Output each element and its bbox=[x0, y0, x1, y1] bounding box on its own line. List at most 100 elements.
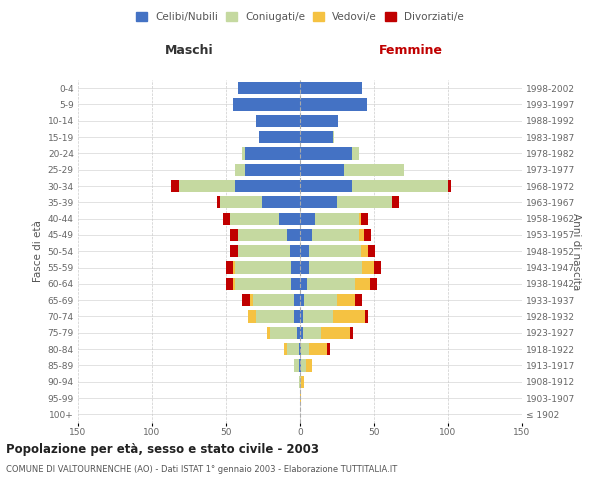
Bar bbox=[303, 326, 321, 339]
Bar bbox=[300, 180, 352, 192]
Bar bbox=[300, 196, 337, 208]
Bar bbox=[242, 148, 245, 160]
Bar bbox=[256, 310, 294, 322]
Bar bbox=[301, 360, 306, 372]
Bar bbox=[344, 164, 404, 176]
Bar bbox=[291, 278, 300, 290]
Bar bbox=[306, 360, 312, 372]
Y-axis label: Fasce di età: Fasce di età bbox=[34, 220, 43, 282]
Bar bbox=[242, 294, 250, 306]
Bar bbox=[233, 278, 235, 290]
Bar bbox=[235, 164, 245, 176]
Bar bbox=[238, 229, 287, 241]
Bar bbox=[290, 245, 300, 258]
Bar bbox=[352, 148, 359, 160]
Bar bbox=[233, 262, 235, 274]
Bar bbox=[291, 262, 300, 274]
Bar bbox=[303, 310, 332, 322]
Bar bbox=[370, 278, 377, 290]
Bar bbox=[245, 148, 300, 160]
Bar bbox=[271, 326, 297, 339]
Bar bbox=[245, 164, 300, 176]
Bar bbox=[355, 278, 370, 290]
Bar bbox=[279, 212, 300, 224]
Bar bbox=[287, 229, 300, 241]
Bar bbox=[374, 262, 382, 274]
Bar bbox=[352, 180, 448, 192]
Bar bbox=[233, 98, 300, 110]
Bar bbox=[300, 343, 301, 355]
Bar bbox=[300, 212, 315, 224]
Bar bbox=[235, 180, 300, 192]
Bar bbox=[300, 360, 301, 372]
Bar bbox=[309, 245, 361, 258]
Bar bbox=[300, 98, 367, 110]
Bar bbox=[300, 310, 303, 322]
Bar bbox=[315, 212, 359, 224]
Text: Femmine: Femmine bbox=[379, 44, 443, 58]
Text: Popolazione per età, sesso e stato civile - 2003: Popolazione per età, sesso e stato civil… bbox=[6, 442, 319, 456]
Bar bbox=[238, 245, 290, 258]
Bar bbox=[332, 131, 334, 143]
Bar bbox=[226, 278, 233, 290]
Bar bbox=[326, 343, 329, 355]
Bar bbox=[364, 229, 371, 241]
Bar bbox=[268, 326, 271, 339]
Bar bbox=[300, 376, 301, 388]
Bar bbox=[362, 262, 374, 274]
Bar bbox=[220, 196, 262, 208]
Bar bbox=[235, 278, 291, 290]
Bar bbox=[300, 114, 338, 127]
Bar bbox=[359, 229, 364, 241]
Bar bbox=[262, 196, 300, 208]
Bar bbox=[300, 229, 312, 241]
Bar bbox=[337, 294, 355, 306]
Bar bbox=[284, 343, 287, 355]
Bar bbox=[297, 326, 300, 339]
Bar bbox=[287, 343, 299, 355]
Bar bbox=[361, 212, 368, 224]
Bar bbox=[235, 262, 291, 274]
Bar bbox=[300, 392, 301, 404]
Bar bbox=[299, 360, 300, 372]
Bar bbox=[300, 245, 309, 258]
Bar bbox=[359, 212, 361, 224]
Bar bbox=[304, 294, 337, 306]
Bar bbox=[299, 376, 300, 388]
Bar bbox=[365, 310, 368, 322]
Bar bbox=[300, 148, 352, 160]
Bar bbox=[294, 360, 299, 372]
Bar bbox=[300, 326, 303, 339]
Bar bbox=[332, 310, 365, 322]
Bar bbox=[321, 326, 350, 339]
Bar bbox=[230, 245, 238, 258]
Bar bbox=[307, 278, 355, 290]
Bar bbox=[300, 278, 307, 290]
Bar bbox=[355, 294, 362, 306]
Bar bbox=[226, 262, 233, 274]
Bar bbox=[300, 164, 344, 176]
Bar bbox=[368, 245, 376, 258]
Bar bbox=[253, 294, 294, 306]
Text: COMUNE DI VALTOURNENCHE (AO) - Dati ISTAT 1° gennaio 2003 - Elaborazione TUTTITA: COMUNE DI VALTOURNENCHE (AO) - Dati ISTA… bbox=[6, 466, 397, 474]
Bar bbox=[392, 196, 399, 208]
Bar bbox=[223, 212, 230, 224]
Bar bbox=[230, 229, 238, 241]
Bar bbox=[301, 376, 304, 388]
Bar bbox=[301, 343, 309, 355]
Bar bbox=[350, 326, 353, 339]
Bar bbox=[299, 343, 300, 355]
Bar bbox=[179, 180, 235, 192]
Bar bbox=[250, 294, 253, 306]
Bar bbox=[300, 82, 362, 94]
Bar bbox=[300, 131, 332, 143]
Bar bbox=[294, 310, 300, 322]
Bar bbox=[259, 131, 300, 143]
Bar bbox=[361, 245, 368, 258]
Y-axis label: Anni di nascita: Anni di nascita bbox=[571, 212, 581, 290]
Bar bbox=[238, 82, 300, 94]
Bar bbox=[230, 212, 279, 224]
Bar bbox=[256, 114, 300, 127]
Bar bbox=[217, 196, 220, 208]
Bar bbox=[337, 196, 392, 208]
